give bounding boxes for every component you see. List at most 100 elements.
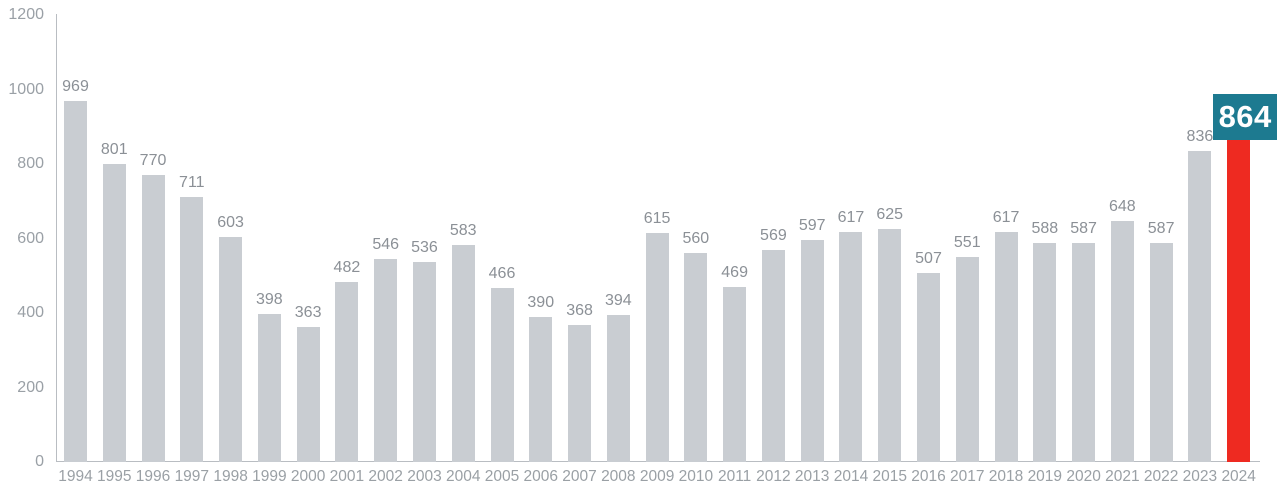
- x-tick-label: 2015: [872, 468, 907, 485]
- bar-highlighted: [1227, 140, 1251, 462]
- bar-value-label: 536: [411, 239, 438, 257]
- bar: [219, 237, 243, 462]
- x-tick-label: 1999: [252, 468, 287, 485]
- x-tick-label: 2009: [639, 468, 675, 485]
- bar-value-label: 770: [139, 152, 167, 170]
- bar: [994, 232, 1018, 462]
- bar: [800, 239, 824, 462]
- bar-value-label: 836: [1186, 127, 1214, 145]
- bar-value-label: 546: [372, 235, 400, 253]
- bar: [878, 229, 902, 462]
- bar: [645, 232, 669, 462]
- x-tick-label: 2003: [407, 468, 442, 485]
- bar: [102, 163, 126, 462]
- x-tick-label: 2013: [794, 468, 830, 485]
- x-tick-label: 2017: [950, 468, 985, 485]
- bar-value-label: 466: [488, 265, 516, 283]
- x-tick-label: 1997: [174, 468, 210, 485]
- bar-value-label: 398: [256, 290, 283, 308]
- x-tick-label: 1995: [97, 468, 132, 485]
- bar-value-label: 648: [1109, 197, 1136, 215]
- bar: [64, 101, 87, 462]
- bar-value-label: 588: [1031, 219, 1059, 237]
- bar: [180, 197, 204, 462]
- bar: [529, 316, 553, 462]
- bar: [1033, 242, 1057, 462]
- x-tick-label: 2023: [1182, 468, 1218, 485]
- bar-value-label: 569: [760, 227, 787, 245]
- bar: [451, 244, 475, 462]
- bar-value-label: 597: [798, 216, 826, 234]
- bar-value-label: 615: [643, 209, 671, 227]
- bar-value-label: 390: [527, 293, 555, 311]
- y-axis-line: [56, 14, 57, 462]
- bar: [490, 288, 514, 462]
- bar: [335, 282, 359, 462]
- highlight-value-callout: 864: [1213, 94, 1278, 141]
- bar: [1149, 243, 1173, 462]
- x-tick-label: 2002: [368, 468, 403, 485]
- bar: [141, 175, 165, 462]
- x-tick-label: 2006: [523, 468, 558, 485]
- bar: [1072, 243, 1096, 462]
- y-tick-label: 200: [17, 378, 44, 396]
- bar-value-label: 587: [1070, 220, 1097, 238]
- bar-value-label: 469: [721, 264, 748, 282]
- bar-value-label: 969: [62, 78, 89, 96]
- bar: [839, 232, 863, 462]
- x-tick-label: 2008: [601, 468, 636, 485]
- bar-value-label: 617: [837, 209, 865, 227]
- bar: [374, 258, 398, 462]
- bar-value-label: 711: [179, 174, 205, 192]
- x-tick-label: 2024: [1221, 468, 1256, 485]
- bar-value-label: 587: [1147, 220, 1175, 238]
- bar-value-label: 482: [333, 259, 361, 277]
- bar-value-label: 801: [100, 140, 128, 158]
- bar: [412, 262, 436, 462]
- x-tick-label: 2016: [911, 468, 946, 485]
- x-tick-label: 2019: [1027, 468, 1063, 485]
- bar: [606, 315, 630, 462]
- bar: [955, 256, 979, 462]
- bar-value-label: 617: [992, 209, 1020, 227]
- x-tick-label: 1998: [213, 468, 248, 485]
- x-tick-label: 2021: [1105, 468, 1140, 485]
- y-tick-label: 600: [17, 229, 44, 247]
- bar: [1110, 220, 1134, 462]
- x-tick-label: 2020: [1066, 468, 1101, 485]
- x-tick-label: 2001: [329, 468, 365, 485]
- bar-value-label: 368: [566, 301, 593, 319]
- bar: [761, 250, 785, 462]
- x-tick-label: 2011: [717, 468, 752, 485]
- bar-value-label: 583: [449, 221, 477, 239]
- bar-value-label: 625: [876, 206, 904, 224]
- y-tick-label: 1200: [8, 6, 44, 23]
- bar-value-label: 394: [604, 292, 632, 310]
- bar: [723, 287, 747, 462]
- bar-value-label: 551: [953, 233, 981, 251]
- x-tick-label: 2005: [484, 468, 520, 485]
- x-tick-label: 2004: [445, 468, 481, 485]
- x-tick-label: 2010: [678, 468, 714, 485]
- x-tick-label: 2007: [562, 468, 597, 485]
- bar-value-label: 560: [682, 230, 710, 248]
- x-tick-label: 2012: [756, 468, 791, 485]
- bar: [568, 324, 592, 462]
- y-tick-label: 1000: [8, 80, 44, 98]
- bar: [684, 253, 708, 462]
- bar: [917, 273, 940, 462]
- x-tick-label: 2000: [290, 468, 326, 485]
- bar: [296, 326, 320, 462]
- bar: [1188, 150, 1212, 462]
- x-tick-label: 1996: [135, 468, 171, 485]
- x-tick-label: 2018: [988, 468, 1024, 485]
- x-tick-label: 1994: [58, 468, 93, 485]
- bar: [257, 313, 281, 462]
- bar-value-label: 603: [217, 214, 244, 232]
- x-tick-label: 2014: [833, 468, 869, 485]
- x-tick-label: 2022: [1143, 468, 1179, 485]
- y-tick-label: 800: [17, 155, 44, 172]
- y-tick-label: 0: [35, 453, 44, 470]
- bar-value-label: 363: [294, 303, 322, 321]
